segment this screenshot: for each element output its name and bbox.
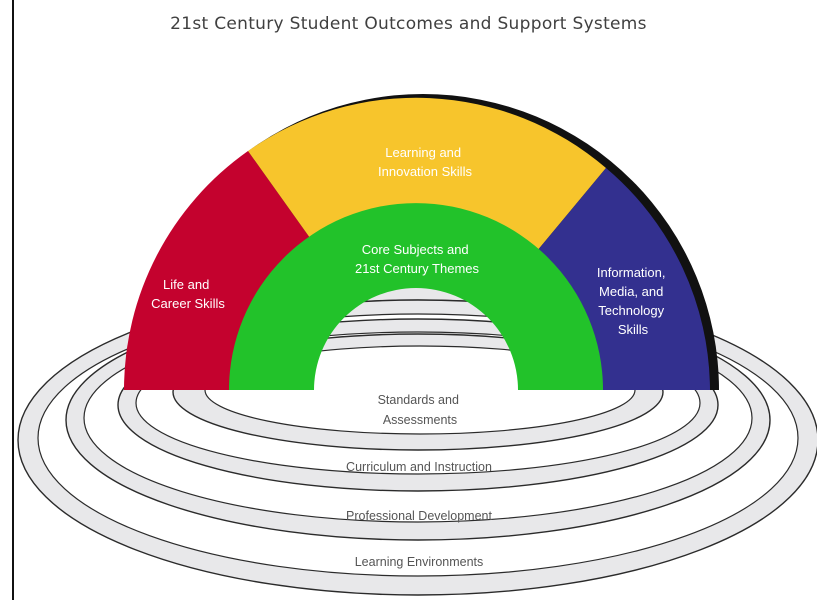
diagram-title: 21st Century Student Outcomes and Suppor…	[170, 14, 647, 34]
segment-life-career	[123, 151, 315, 390]
segment-info-media-tech	[537, 168, 710, 390]
label-learning-environments: Learning Environments	[355, 555, 484, 569]
label-curriculum-instruction: Curriculum and Instruction	[346, 460, 492, 474]
label-life-career: Life and Career Skills	[151, 277, 225, 311]
label-info-media-tech: Information, Media, and Technology Skill…	[597, 265, 669, 337]
label-standards-assessments: Standards and Assessments	[378, 393, 463, 427]
segment-learning-innovation	[248, 97, 606, 251]
label-core-subjects: Core Subjects and 21st Century Themes	[355, 242, 480, 276]
label-learning-innovation: Learning and Innovation Skills	[378, 145, 472, 179]
left-border-line	[12, 0, 14, 600]
label-professional-development: Professional Development	[346, 509, 492, 523]
segment-core-subjects	[229, 203, 603, 390]
outcomes-arch	[123, 94, 719, 390]
